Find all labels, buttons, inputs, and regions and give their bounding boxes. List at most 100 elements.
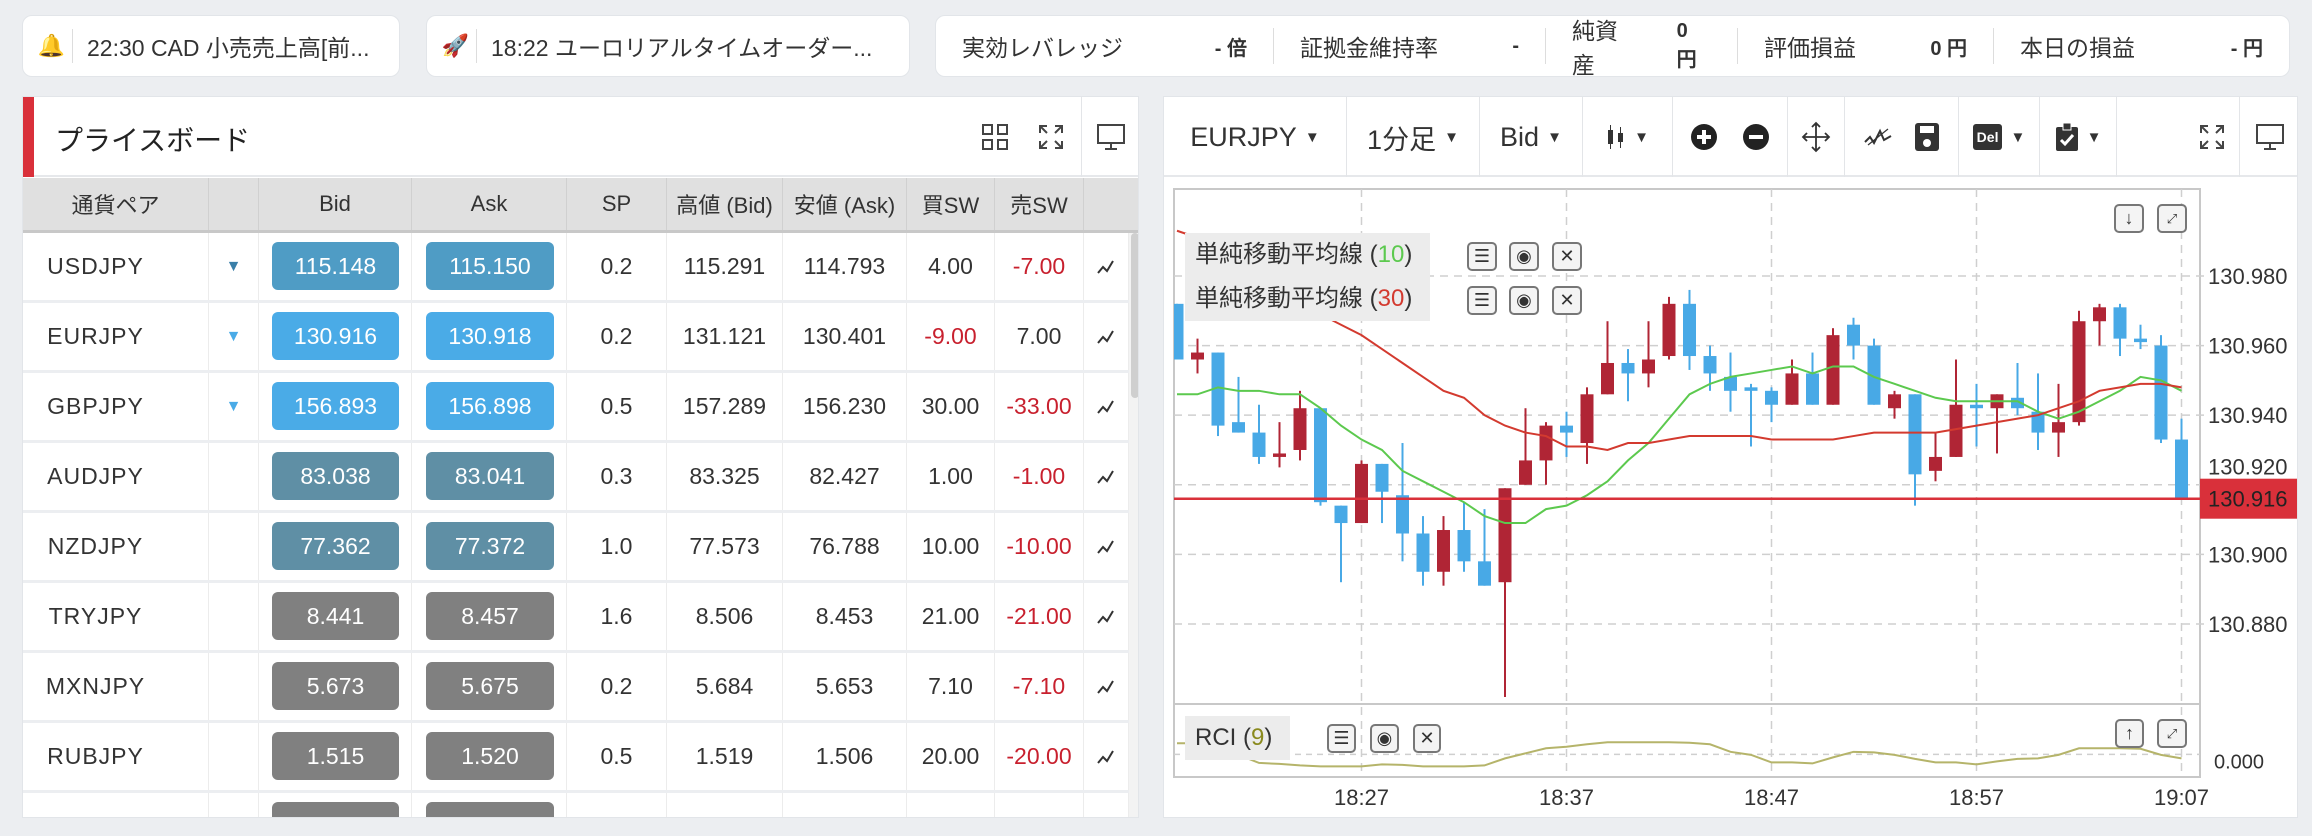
table-row[interactable]: ZARJPY [23,793,1129,817]
candle-body[interactable] [1232,422,1245,433]
candle-body[interactable] [1416,533,1430,572]
cell-pair[interactable]: MXNJPY [23,653,209,720]
candle-body[interactable] [2052,422,2065,433]
cell-chart[interactable] [1084,233,1129,300]
candle-body[interactable] [2031,411,2045,433]
bid-button[interactable]: 5.673 [272,662,399,710]
cell-chart[interactable] [1084,443,1129,510]
candle-body[interactable] [1744,387,1758,391]
cell-chart[interactable] [1084,583,1129,650]
candle-body[interactable] [1765,390,1778,405]
table-row[interactable]: NZDJPY 77.362 77.372 1.0 77.573 76.788 10.00 -1… [23,513,1129,583]
candle-body[interactable] [2134,338,2147,343]
cell-chart[interactable] [1084,513,1129,580]
table-row[interactable]: MXNJPY 5.673 5.675 0.2 5.684 5.653 7.10 -7.10 [23,653,1129,723]
chart-line-icon[interactable] [1097,539,1115,555]
candle-body[interactable] [1519,460,1532,485]
cell-chart[interactable] [1084,653,1129,720]
zoom-in-icon[interactable] [1689,122,1719,152]
chart-monitor-button[interactable] [2240,97,2297,177]
cell-pair[interactable]: RUBJPY [23,723,209,790]
grid-view-icon[interactable] [975,117,1015,157]
table-row[interactable]: GBPJPY ▼ 156.893 156.898 0.5 157.289 156.230 30… [23,373,1129,443]
bid-button[interactable]: 8.441 [272,592,399,640]
candle-body[interactable] [1703,356,1717,374]
candle-body[interactable] [1949,404,1963,457]
chart-line-icon[interactable] [1097,329,1115,345]
cell-pair[interactable]: USDJPY [23,233,209,300]
zoom-out-icon[interactable] [1741,122,1771,152]
bid-button[interactable] [272,802,399,817]
cell-chart[interactable] [1084,303,1129,370]
price-type-dropdown[interactable]: Bid ▼ [1480,97,1583,177]
candle-body[interactable] [1273,453,1286,457]
bid-button[interactable]: 77.362 [272,522,399,570]
col-ask[interactable]: Ask [412,178,567,230]
candle-body[interactable] [2072,321,2086,423]
ask-button[interactable]: 5.675 [426,662,554,710]
bid-button[interactable]: 1.515 [272,732,399,780]
candle-body[interactable] [1970,404,1983,409]
move-button[interactable] [1788,97,1845,177]
ask-button[interactable]: 130.918 [426,312,554,360]
chart-type-dropdown[interactable]: ▼ [1583,97,1673,177]
candle-body[interactable] [1396,495,1409,534]
candle-body[interactable] [1375,463,1389,492]
save-icon[interactable] [1914,122,1940,152]
ask-button[interactable]: 8.457 [426,592,554,640]
cell-pair[interactable]: NZDJPY [23,513,209,580]
chart-line-icon[interactable] [1097,749,1115,765]
notification-economic[interactable]: 🔔 22:30 CAD 小売売上高[前... [22,15,400,77]
candle-body[interactable] [1437,530,1450,572]
drawing-tool-icon[interactable] [1863,126,1892,148]
candle-body[interactable] [1621,362,1635,374]
rci-visibility-button[interactable]: ◉ [1370,724,1399,753]
sma30-visibility-button[interactable]: ◉ [1509,286,1539,315]
col-pair[interactable]: 通貨ペア [23,178,209,230]
chart-line-icon[interactable] [1097,469,1115,485]
bid-button[interactable]: 83.038 [272,452,399,500]
ask-button[interactable]: 77.372 [426,522,554,570]
col-bid[interactable]: Bid [259,178,412,230]
chart-line-icon[interactable] [1097,679,1115,695]
candle-body[interactable] [1580,394,1594,444]
candle-body[interactable] [1601,362,1614,395]
candle-body[interactable] [1478,561,1491,586]
symbol-dropdown[interactable]: EURJPY ▼ [1164,97,1347,177]
expand-icon[interactable] [1031,117,1071,157]
candle-body[interactable] [1683,303,1696,357]
chart-line-icon[interactable] [1097,399,1115,415]
candle-body[interactable] [1498,488,1512,583]
candle-body[interactable] [1457,530,1471,562]
candle-body[interactable] [1171,303,1184,360]
bid-button[interactable]: 130.916 [272,312,399,360]
candle-body[interactable] [2175,439,2188,499]
table-row[interactable]: EURJPY ▼ 130.916 130.918 0.2 131.121 130.401 -9… [23,303,1129,373]
candle-body[interactable] [2011,397,2024,409]
candle-body[interactable] [1724,376,1737,391]
candle-body[interactable] [1560,425,1573,433]
main-pane-down-button[interactable]: ↓ [2114,204,2144,233]
candle-body[interactable] [1355,463,1368,524]
candle-body[interactable] [1888,394,1901,409]
timeframe-dropdown[interactable]: 1分足 ▼ [1347,97,1480,177]
candle-body[interactable] [1662,303,1676,357]
sma10-settings-button[interactable]: ☰ [1467,242,1497,271]
ask-button[interactable] [426,802,554,817]
col-sell-swap[interactable]: 売SW [995,178,1084,230]
rci-settings-button[interactable]: ☰ [1327,724,1356,753]
candle-body[interactable] [1806,373,1819,405]
candle-body[interactable] [1334,505,1348,524]
candle-body[interactable] [1785,373,1799,405]
cell-pair[interactable]: ZARJPY [23,793,209,817]
ask-button[interactable]: 115.150 [426,242,554,290]
chart-line-icon[interactable] [1097,259,1115,275]
ask-button[interactable]: 83.041 [426,452,554,500]
candle-body[interactable] [2093,307,2106,322]
scrollbar-thumb[interactable] [1131,233,1138,398]
table-row[interactable]: TRYJPY 8.441 8.457 1.6 8.506 8.453 21.00 -21.00 [23,583,1129,653]
table-row[interactable]: RUBJPY 1.515 1.520 0.5 1.519 1.506 20.00 -20.00 [23,723,1129,793]
rci-pane-maximize-button[interactable]: ⤢ [2157,719,2187,748]
candle-body[interactable] [2154,345,2168,440]
col-high[interactable]: 高値 (Bid) [667,178,783,230]
